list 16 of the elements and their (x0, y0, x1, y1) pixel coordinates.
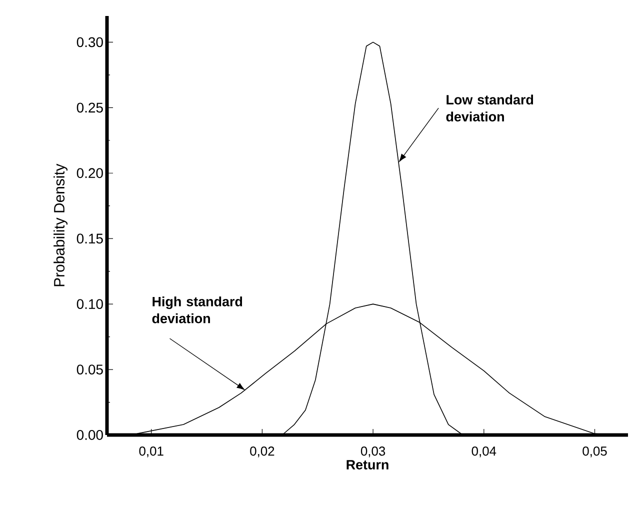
y-tick-label: 0.10 (76, 299, 103, 310)
annotation: Low standard deviation (446, 94, 534, 122)
x-tick-label: 0,03 (360, 446, 386, 458)
annotation: High standard deviation (152, 296, 242, 324)
x-axis-title: Return (346, 460, 388, 470)
y-axis-title: Probability Density (54, 164, 68, 286)
y-tick-label: 0.00 (76, 430, 103, 440)
x-tick-label: 0,05 (582, 446, 607, 458)
y-tick-label: 0.30 (76, 37, 103, 48)
x-tick-label: 0,04 (472, 446, 496, 458)
x-tick-label: 0,02 (250, 446, 274, 458)
y-tick-label: 0.15 (76, 234, 103, 244)
y-tick-label: 0.05 (76, 364, 103, 374)
x-tick-label: 0,01 (139, 446, 164, 458)
y-tick-label: 0.25 (76, 102, 103, 113)
y-tick-label: 0.20 (76, 168, 103, 178)
